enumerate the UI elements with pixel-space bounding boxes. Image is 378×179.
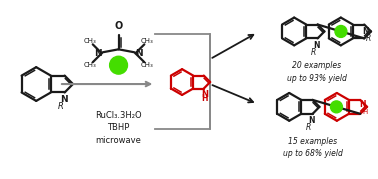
Text: N: N xyxy=(308,116,315,125)
Text: N: N xyxy=(313,41,320,50)
Circle shape xyxy=(110,56,127,74)
Text: CH₃: CH₃ xyxy=(141,38,154,44)
Text: O: O xyxy=(115,21,123,32)
Text: CH₃: CH₃ xyxy=(141,62,154,68)
Text: N: N xyxy=(362,27,369,36)
Text: CH₃: CH₃ xyxy=(84,62,96,68)
Text: R: R xyxy=(58,102,64,111)
Text: 20 examples
up to 93% yield: 20 examples up to 93% yield xyxy=(287,61,347,83)
Text: R: R xyxy=(366,34,371,43)
Text: 15 examples
up to 68% yield: 15 examples up to 68% yield xyxy=(283,137,343,158)
Circle shape xyxy=(330,101,342,113)
Text: N: N xyxy=(60,95,67,104)
Text: R: R xyxy=(306,123,311,132)
Text: N: N xyxy=(201,90,208,98)
Text: H: H xyxy=(363,109,368,115)
Text: N: N xyxy=(94,49,102,58)
Text: N: N xyxy=(359,100,366,109)
Text: CH₃: CH₃ xyxy=(84,38,96,44)
Text: R: R xyxy=(311,48,316,57)
Text: RuCl₃.3H₂O
TBHP
microwave: RuCl₃.3H₂O TBHP microwave xyxy=(95,111,142,145)
Circle shape xyxy=(335,25,347,37)
Text: N: N xyxy=(135,49,143,58)
Text: H: H xyxy=(201,95,208,103)
